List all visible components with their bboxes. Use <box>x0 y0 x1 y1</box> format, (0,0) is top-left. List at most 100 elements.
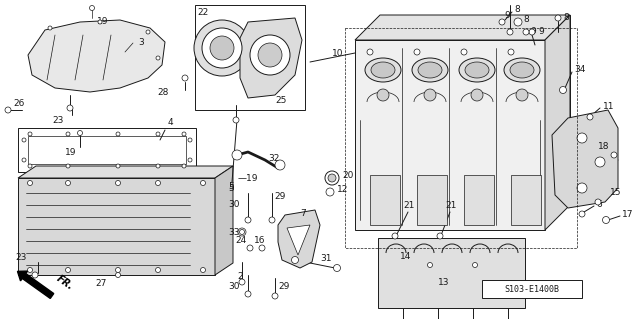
Text: 9: 9 <box>538 27 544 36</box>
Circle shape <box>98 20 102 24</box>
Bar <box>378 238 525 308</box>
Text: 23: 23 <box>52 116 63 125</box>
Text: 9: 9 <box>504 11 509 20</box>
Circle shape <box>392 233 398 239</box>
Circle shape <box>22 158 26 162</box>
Bar <box>464 175 494 225</box>
Circle shape <box>507 29 513 35</box>
Text: —19: —19 <box>238 174 259 183</box>
Circle shape <box>156 56 160 60</box>
Circle shape <box>529 29 535 35</box>
Ellipse shape <box>459 58 495 82</box>
Bar <box>345 28 577 248</box>
Circle shape <box>28 132 32 136</box>
Text: 25: 25 <box>275 96 286 105</box>
Circle shape <box>22 138 26 142</box>
Circle shape <box>65 181 70 186</box>
Circle shape <box>182 164 186 168</box>
Bar <box>380 15 570 205</box>
Text: 26: 26 <box>13 99 24 108</box>
Circle shape <box>66 164 70 168</box>
Text: 8: 8 <box>514 5 520 14</box>
Text: 22: 22 <box>197 8 208 17</box>
Text: 5: 5 <box>228 182 234 191</box>
Bar <box>18 128 196 172</box>
Circle shape <box>156 181 161 186</box>
Circle shape <box>156 132 160 136</box>
Circle shape <box>499 19 505 25</box>
Text: 8: 8 <box>563 13 569 22</box>
Bar <box>417 175 447 225</box>
Circle shape <box>595 199 601 205</box>
Circle shape <box>275 160 285 170</box>
Circle shape <box>238 228 246 236</box>
Circle shape <box>414 49 420 55</box>
Text: 7: 7 <box>300 209 306 218</box>
Bar <box>482 280 582 298</box>
Circle shape <box>587 114 593 120</box>
Text: 12: 12 <box>337 186 348 195</box>
Circle shape <box>115 272 120 278</box>
Circle shape <box>523 29 529 35</box>
Circle shape <box>146 30 150 34</box>
Circle shape <box>472 263 477 268</box>
Text: 19: 19 <box>97 17 109 26</box>
Circle shape <box>28 164 32 168</box>
Circle shape <box>428 263 433 268</box>
Text: 6: 6 <box>596 200 602 209</box>
Circle shape <box>32 272 38 278</box>
Text: 19: 19 <box>65 148 77 157</box>
Text: 33: 33 <box>228 228 239 237</box>
Text: 11: 11 <box>603 102 614 111</box>
Circle shape <box>90 5 95 11</box>
Circle shape <box>377 89 389 101</box>
Circle shape <box>272 293 278 299</box>
Circle shape <box>245 217 251 223</box>
Text: 30: 30 <box>228 282 239 291</box>
Text: FR.: FR. <box>55 273 76 292</box>
Bar <box>370 175 400 225</box>
Text: 29: 29 <box>278 282 289 291</box>
Circle shape <box>28 268 33 272</box>
FancyArrow shape <box>17 271 54 299</box>
Circle shape <box>5 107 11 113</box>
Circle shape <box>461 49 467 55</box>
Bar <box>511 175 541 225</box>
Circle shape <box>202 28 242 68</box>
Polygon shape <box>287 225 310 255</box>
Circle shape <box>115 181 120 186</box>
Circle shape <box>247 245 253 251</box>
Circle shape <box>239 229 244 234</box>
Circle shape <box>200 268 205 272</box>
Circle shape <box>250 35 290 75</box>
Circle shape <box>182 132 186 136</box>
Circle shape <box>577 133 587 143</box>
Circle shape <box>200 181 205 186</box>
Circle shape <box>66 132 70 136</box>
Ellipse shape <box>371 62 395 78</box>
Text: 23: 23 <box>15 253 26 262</box>
Polygon shape <box>18 166 233 178</box>
Circle shape <box>514 18 522 26</box>
Circle shape <box>577 183 587 193</box>
Text: 17: 17 <box>622 210 634 219</box>
Text: 24: 24 <box>235 236 246 245</box>
Circle shape <box>28 181 33 186</box>
Circle shape <box>471 89 483 101</box>
Circle shape <box>291 256 298 263</box>
Circle shape <box>367 49 373 55</box>
Circle shape <box>333 264 340 271</box>
Polygon shape <box>240 18 302 98</box>
Circle shape <box>65 268 70 272</box>
Circle shape <box>77 130 83 136</box>
Circle shape <box>555 15 561 21</box>
Text: 14: 14 <box>400 252 412 261</box>
Circle shape <box>48 26 52 30</box>
Circle shape <box>259 245 265 251</box>
Bar <box>195 5 305 110</box>
Circle shape <box>239 279 245 285</box>
Circle shape <box>115 268 120 272</box>
Circle shape <box>188 138 192 142</box>
Text: 10: 10 <box>332 49 344 58</box>
Ellipse shape <box>465 62 489 78</box>
